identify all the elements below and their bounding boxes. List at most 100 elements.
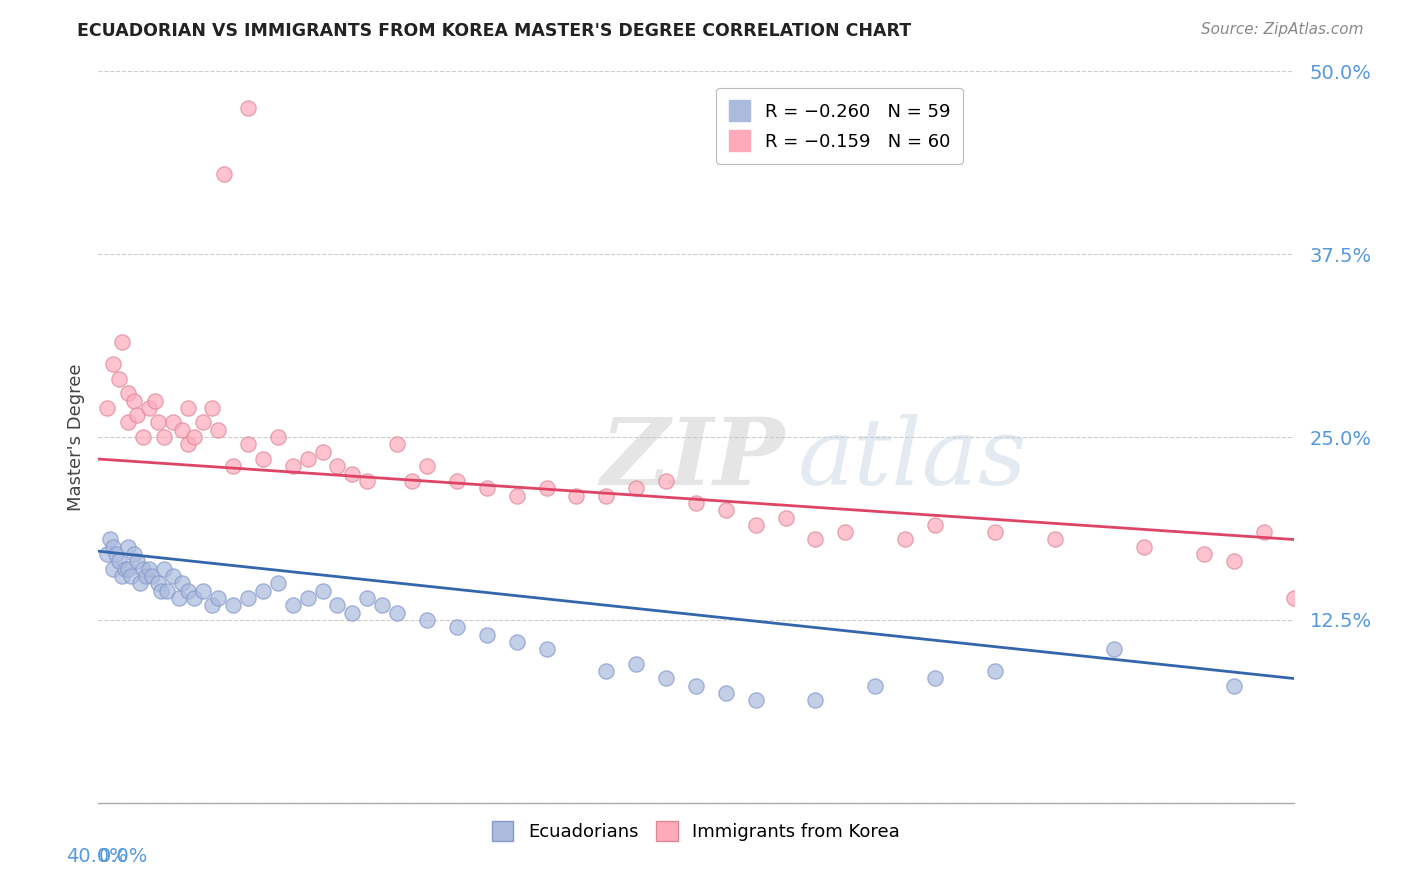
Point [371,599,394,613]
Point [804,693,827,707]
Point [222,599,245,613]
Point [1133,540,1156,554]
Point [401,474,423,488]
Point [172,576,194,591]
Point [1104,642,1126,657]
Point [138,562,160,576]
Point [201,599,224,613]
Point [342,467,364,481]
Point [506,489,529,503]
Point [745,693,768,707]
Text: ECUADORIAN VS IMMIGRANTS FROM KOREA MASTER'S DEGREE CORRELATION CHART: ECUADORIAN VS IMMIGRANTS FROM KOREA MAST… [77,22,911,40]
Point [267,576,290,591]
Point [655,474,678,488]
Point [108,371,131,385]
Point [536,481,558,495]
Point [124,393,146,408]
Point [1253,525,1275,540]
Point [111,569,134,583]
Point [924,517,946,532]
Point [120,569,142,583]
Point [150,583,173,598]
Text: 0.0%: 0.0% [98,847,148,866]
Point [103,357,125,371]
Point [117,416,139,430]
Point [148,416,170,430]
Point [156,583,179,598]
Point [385,437,409,451]
Point [356,591,378,605]
Point [143,393,166,408]
Point [924,672,946,686]
Point [148,576,170,591]
Point [103,562,125,576]
Point [117,562,139,576]
Point [1282,591,1305,605]
Legend: Ecuadorians, Immigrants from Korea: Ecuadorians, Immigrants from Korea [485,814,907,848]
Point [201,401,224,415]
Point [162,569,184,583]
Point [685,679,707,693]
Point [117,386,139,401]
Point [595,664,617,678]
Point [984,525,1007,540]
Point [96,547,118,561]
Point [132,562,155,576]
Point [326,599,349,613]
Point [177,583,200,598]
Point [191,583,214,598]
Text: ZIP: ZIP [600,414,785,504]
Point [655,672,678,686]
Point [236,591,259,605]
Point [536,642,558,657]
Point [236,101,259,115]
Point [267,430,290,444]
Point [775,510,797,524]
Point [326,459,349,474]
Point [132,430,155,444]
Point [183,430,205,444]
Point [804,533,827,547]
Point [565,489,588,503]
Point [127,554,149,568]
Point [446,474,468,488]
Point [252,452,274,467]
Point [446,620,468,634]
Point [177,437,200,451]
Point [96,401,118,415]
Point [297,591,319,605]
Point [105,547,128,561]
Point [111,334,134,349]
Point [311,583,333,598]
Point [127,408,149,422]
Point [506,635,529,649]
Point [714,503,737,517]
Point [865,679,887,693]
Point [212,167,235,181]
Text: atlas: atlas [797,414,1026,504]
Point [183,591,205,605]
Point [626,481,648,495]
Point [222,459,245,474]
Point [416,613,439,627]
Point [894,533,917,547]
Point [281,599,304,613]
Point [297,452,319,467]
Point [281,459,304,474]
Point [108,554,131,568]
Point [1192,547,1215,561]
Point [342,606,364,620]
Point [98,533,122,547]
Point [252,583,274,598]
Point [138,401,160,415]
Point [311,444,333,458]
Point [1223,554,1246,568]
Point [834,525,856,540]
Point [1043,533,1066,547]
Point [685,496,707,510]
Point [153,430,176,444]
Point [167,591,190,605]
Point [135,569,157,583]
Point [475,627,498,641]
Point [124,547,146,561]
